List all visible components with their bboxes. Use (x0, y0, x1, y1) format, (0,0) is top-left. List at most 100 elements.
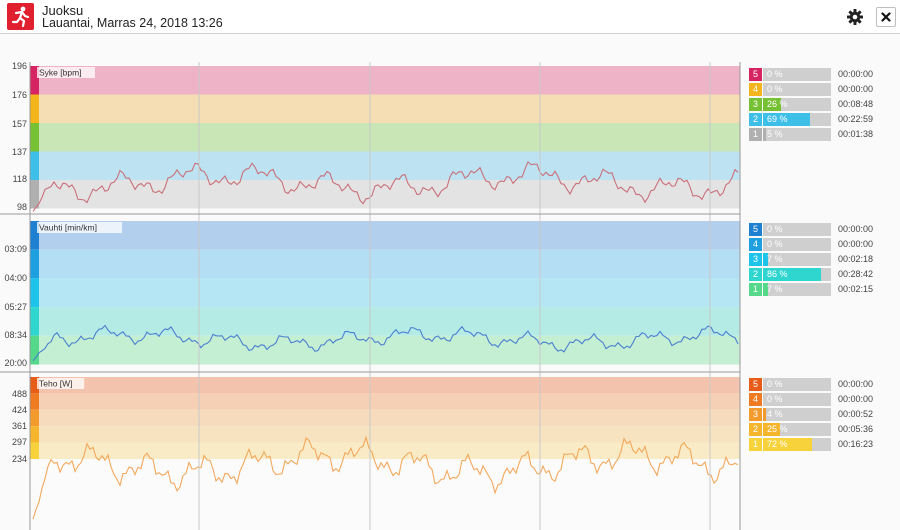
close-icon (881, 12, 891, 22)
zone-percent: 72 % (767, 439, 788, 449)
zone-stat-row: 2 86 % 00:28:42 (749, 268, 889, 281)
zone-stat-row: 3 26 % 00:08:48 (749, 98, 889, 111)
zone-band (30, 426, 740, 443)
y-tick-label: 98 (17, 202, 27, 212)
zone-band (30, 409, 740, 427)
zone-number: 5 (749, 223, 762, 236)
zone-number: 3 (749, 408, 762, 421)
close-button[interactable] (876, 7, 896, 27)
workout-content: 196 176 157 137 118 98 Syke [bpm] 03:09 04:00 05:… (0, 34, 900, 530)
zone-bar: 4 % (763, 408, 831, 421)
panel-label-bg (37, 222, 122, 233)
zone-number: 2 (749, 423, 762, 436)
zone-marker (30, 180, 39, 209)
zone-bar-fill (763, 253, 768, 266)
zone-number: 2 (749, 113, 762, 126)
zone-bar: 7 % (763, 283, 831, 296)
zone-stat-row: 4 0 % 00:00:00 (749, 83, 889, 96)
series-line (32, 324, 739, 362)
zone-band (30, 180, 740, 209)
zone-band (30, 307, 740, 336)
zone-stat-row: 5 0 % 00:00:00 (749, 378, 889, 391)
page-title: Juoksu (42, 3, 84, 18)
y-tick-label: 234 (12, 454, 27, 464)
panel-label-bg (37, 67, 95, 78)
zone-duration: 00:01:38 (838, 129, 874, 139)
zone-percent: 26 % (767, 99, 788, 109)
zone-bar-fill (763, 98, 781, 111)
zone-marker (30, 426, 39, 443)
zone-percent: 25 % (767, 424, 788, 434)
y-tick-label: 08:34 (4, 330, 27, 340)
y-tick-label: 03:09 (4, 244, 27, 254)
zone-number: 3 (749, 253, 762, 266)
zone-number: 1 (749, 283, 762, 296)
zone-duration: 00:02:18 (838, 254, 874, 264)
zone-duration: 00:00:00 (838, 69, 874, 79)
zone-stat-row: 4 0 % 00:00:00 (749, 238, 889, 251)
zone-band (30, 442, 740, 459)
zone-bar: 25 % (763, 423, 831, 436)
zone-duration: 00:00:00 (838, 394, 874, 404)
zone-percent: 5 % (767, 129, 783, 139)
zone-marker (30, 66, 39, 95)
running-icon (7, 3, 34, 30)
y-tick-label: 361 (12, 421, 27, 431)
zone-marker (30, 94, 39, 123)
zone-percent: 69 % (767, 114, 788, 124)
y-tick-label: 424 (12, 405, 27, 415)
zone-band (30, 249, 740, 279)
zone-percent: 0 % (767, 379, 783, 389)
zone-bar-fill (763, 128, 767, 141)
zone-percent: 7 % (767, 284, 783, 294)
zone-duration: 00:00:00 (838, 84, 874, 94)
zone-marker (30, 409, 39, 427)
y-tick-label: 118 (13, 174, 27, 184)
zone-duration: 00:16:23 (838, 439, 874, 449)
zone-stat-row: 1 5 % 00:01:38 (749, 128, 889, 141)
zone-marker (30, 307, 39, 336)
zone-band (30, 151, 740, 180)
zone-percent: 7 % (767, 254, 783, 264)
zone-number: 5 (749, 378, 762, 391)
zone-number: 3 (749, 98, 762, 111)
zone-band (30, 393, 740, 410)
zone-marker (30, 221, 39, 250)
gear-icon[interactable] (845, 7, 865, 27)
panel-label: Syke [bpm] (39, 68, 82, 78)
zone-marker (30, 123, 39, 152)
zone-percent: 0 % (767, 394, 783, 404)
charts-area[interactable]: 196 176 157 137 118 98 Syke [bpm] 03:09 04:00 05:… (0, 34, 750, 530)
zone-percent: 86 % (767, 269, 788, 279)
zone-duration: 00:02:15 (838, 284, 874, 294)
zone-bar: 0 % (763, 83, 831, 96)
zone-band (30, 335, 740, 365)
zone-bar: 69 % (763, 113, 831, 126)
zone-duration: 00:28:42 (838, 269, 874, 279)
zone-stat-row: 3 7 % 00:02:18 (749, 253, 889, 266)
zone-duration: 00:00:00 (838, 239, 874, 249)
zone-marker (30, 377, 39, 394)
zone-duration: 00:22:59 (838, 114, 874, 124)
zone-bar: 5 % (763, 128, 831, 141)
zone-duration: 00:05:36 (838, 424, 874, 434)
zone-stat-row: 1 72 % 00:16:23 (749, 438, 889, 451)
zone-number: 5 (749, 68, 762, 81)
zone-bar-fill (763, 113, 810, 126)
zone-marker (30, 335, 39, 365)
y-tick-label: 20:00 (4, 358, 27, 368)
series-line (32, 160, 739, 212)
zone-bar: 0 % (763, 378, 831, 391)
zone-stat-row: 5 0 % 00:00:00 (749, 223, 889, 236)
zone-bar-fill (763, 408, 766, 421)
zone-band (30, 278, 740, 308)
zone-bar: 72 % (763, 438, 831, 451)
zone-marker (30, 151, 39, 180)
zone-bar-fill (763, 268, 822, 281)
zone-number: 4 (749, 393, 762, 406)
y-tick-label: 137 (12, 147, 27, 157)
zone-marker (30, 278, 39, 308)
zone-band (30, 123, 740, 152)
zone-bar: 0 % (763, 393, 831, 406)
zone-stat-row: 2 25 % 00:05:36 (749, 423, 889, 436)
